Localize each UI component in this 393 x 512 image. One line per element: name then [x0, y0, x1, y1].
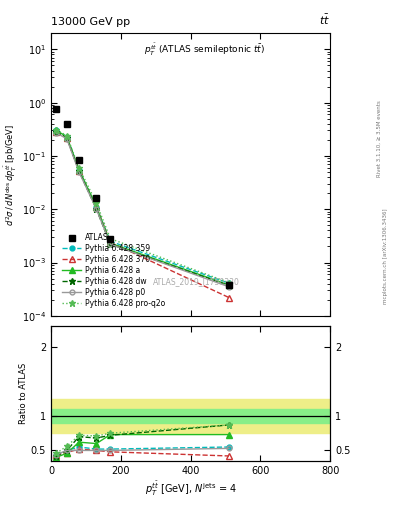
Pythia 6.428 p0: [54, 130, 59, 136]
Line: Pythia 6.428 370: Pythia 6.428 370: [53, 130, 232, 301]
Pythia 6.428 370: [227, 294, 231, 301]
Pythia 6.428 359: [64, 134, 69, 140]
ATLAS: [94, 195, 99, 201]
Pythia 6.428 p0: [77, 169, 81, 175]
Text: Rivet 3.1.10, ≥ 3.5M events: Rivet 3.1.10, ≥ 3.5M events: [377, 100, 382, 177]
Pythia 6.428 pro-q2o: [54, 126, 59, 133]
Pythia 6.428 359: [227, 280, 231, 286]
ATLAS: [64, 121, 69, 127]
Line: Pythia 6.428 dw: Pythia 6.428 dw: [53, 129, 232, 289]
ATLAS: [227, 282, 231, 288]
Pythia 6.428 pro-q2o: [64, 133, 69, 139]
Pythia 6.428 dw: [64, 135, 69, 141]
Pythia 6.428 a: [227, 282, 231, 288]
ATLAS: [77, 157, 81, 163]
Bar: [51, 409, 330, 423]
Pythia 6.428 370: [64, 135, 69, 141]
Line: Pythia 6.428 pro-q2o: Pythia 6.428 pro-q2o: [53, 126, 232, 286]
Pythia 6.428 359: [54, 127, 59, 134]
Legend: ATLAS, Pythia 6.428 359, Pythia 6.428 370, Pythia 6.428 a, Pythia 6.428 dw, Pyth: ATLAS, Pythia 6.428 359, Pythia 6.428 37…: [61, 231, 167, 309]
Pythia 6.428 a: [94, 204, 99, 210]
Line: Pythia 6.428 359: Pythia 6.428 359: [54, 128, 231, 286]
Pythia 6.428 p0: [64, 136, 69, 142]
X-axis label: $p^{t\bar{t}}_{T}$ [GeV], $N^{\rm jets}$ = 4: $p^{t\bar{t}}_{T}$ [GeV], $N^{\rm jets}$…: [145, 480, 237, 498]
Pythia 6.428 359: [77, 167, 81, 173]
Pythia 6.428 dw: [94, 206, 99, 212]
Line: Pythia 6.428 p0: Pythia 6.428 p0: [54, 131, 231, 289]
Pythia 6.428 370: [108, 239, 113, 245]
Pythia 6.428 a: [108, 240, 113, 246]
Pythia 6.428 pro-q2o: [77, 165, 81, 171]
Pythia 6.428 359: [94, 204, 99, 210]
Pythia 6.428 dw: [54, 129, 59, 135]
Pythia 6.428 370: [54, 129, 59, 135]
Text: 13000 GeV pp: 13000 GeV pp: [51, 16, 130, 27]
Pythia 6.428 359: [108, 238, 113, 244]
ATLAS: [108, 236, 113, 242]
Pythia 6.428 pro-q2o: [108, 236, 113, 242]
Pythia 6.428 dw: [227, 283, 231, 289]
Text: $t\bar{t}$: $t\bar{t}$: [319, 12, 330, 27]
Text: ATLAS_2019_I1750330: ATLAS_2019_I1750330: [153, 278, 240, 286]
Pythia 6.428 370: [77, 167, 81, 174]
Line: Pythia 6.428 a: Pythia 6.428 a: [53, 127, 232, 288]
Text: $p_T^{t\bar{t}}$ (ATLAS semileptonic $t\bar{t}$): $p_T^{t\bar{t}}$ (ATLAS semileptonic $t\…: [144, 42, 265, 58]
Pythia 6.428 p0: [94, 206, 99, 212]
Y-axis label: $d^2\sigma\,/\,dN^{\rm obs}\,dp^{t\bar{t}}_{T}$ [pb/GeV]: $d^2\sigma\,/\,dN^{\rm obs}\,dp^{t\bar{t…: [3, 123, 19, 226]
Line: ATLAS: ATLAS: [53, 106, 232, 288]
Pythia 6.428 p0: [227, 284, 231, 290]
Pythia 6.428 a: [54, 127, 59, 134]
Pythia 6.428 pro-q2o: [94, 200, 99, 206]
Pythia 6.428 p0: [108, 241, 113, 247]
Pythia 6.428 pro-q2o: [227, 280, 231, 286]
Y-axis label: Ratio to ATLAS: Ratio to ATLAS: [19, 363, 28, 424]
Bar: [51, 399, 330, 433]
Pythia 6.428 dw: [108, 241, 113, 247]
Pythia 6.428 dw: [77, 168, 81, 174]
Pythia 6.428 370: [94, 204, 99, 210]
Pythia 6.428 a: [77, 167, 81, 173]
ATLAS: [54, 106, 59, 112]
Pythia 6.428 a: [64, 134, 69, 140]
Text: mcplots.cern.ch [arXiv:1306.3436]: mcplots.cern.ch [arXiv:1306.3436]: [383, 208, 387, 304]
